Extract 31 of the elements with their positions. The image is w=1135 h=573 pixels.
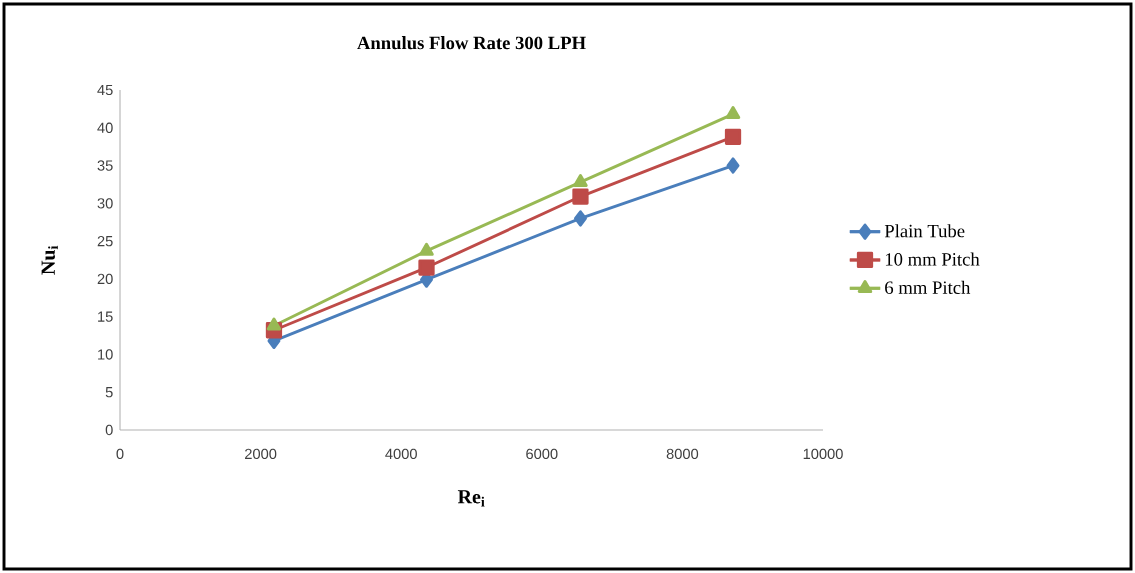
x-tick-label: 2000 <box>245 448 277 460</box>
point <box>725 106 741 119</box>
x-tick-label: 0 <box>116 448 124 460</box>
point <box>724 128 742 145</box>
y-tick-label: 20 <box>97 273 113 285</box>
point <box>573 174 588 187</box>
legend-label: 10 mm Pitch <box>885 252 980 266</box>
point <box>418 259 435 276</box>
y-tick-label: 0 <box>105 424 113 436</box>
y-tick-label: 45 <box>97 84 113 96</box>
y-tick-label: 40 <box>97 122 113 133</box>
x-tick-label: 4000 <box>385 448 417 460</box>
y-tick-label: 30 <box>97 198 113 209</box>
x-tick-label: 6000 <box>526 448 558 460</box>
point <box>266 317 282 331</box>
x-tick-label: 8000 <box>666 448 699 460</box>
y-tick-label: 35 <box>97 160 113 171</box>
legend-label: 6 mm Pitch <box>885 280 971 294</box>
x-axis-title: Re$_{i}$ <box>457 490 485 507</box>
legend-label: Plain Tube <box>884 224 965 238</box>
y-tick-label: 10 <box>98 349 113 360</box>
point <box>574 210 587 227</box>
y-tick-label: 25 <box>97 235 113 247</box>
y-tick-label: 5 <box>105 387 113 398</box>
chart-title: Annulus Flow Rate 300 LPH <box>357 36 586 50</box>
point <box>419 242 434 256</box>
y-tick-label: 15 <box>98 311 113 322</box>
y-axis-title: Nu$_{i}$ <box>41 245 58 275</box>
point <box>726 157 740 174</box>
point <box>572 188 589 205</box>
x-tick-label: 10000 <box>803 448 843 460</box>
